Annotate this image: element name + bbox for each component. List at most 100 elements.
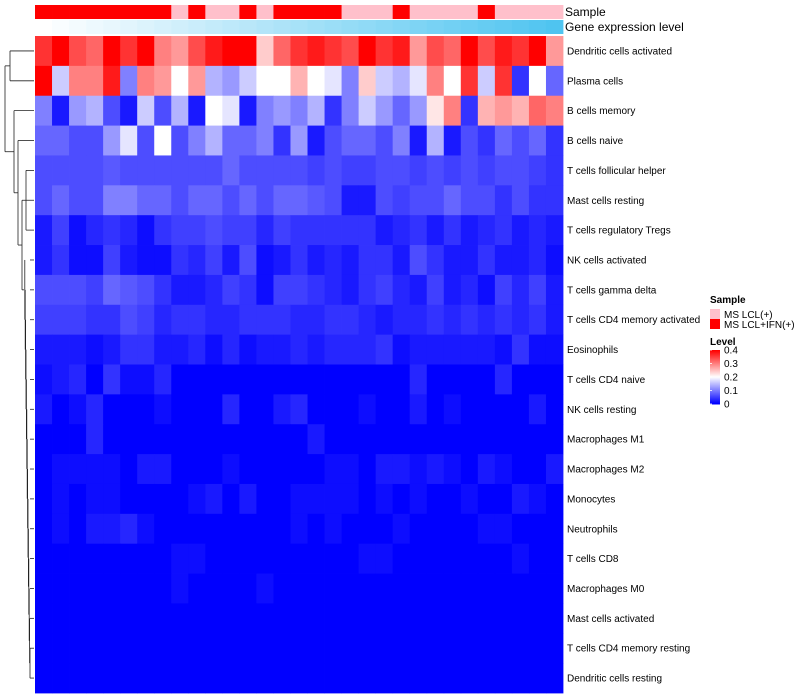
row-label: T cells CD8 bbox=[567, 554, 619, 565]
heatmap-cell bbox=[324, 633, 342, 664]
heatmap-cell bbox=[222, 454, 240, 485]
heatmap-cell bbox=[426, 65, 445, 97]
heatmap-cell bbox=[511, 483, 530, 515]
heatmap-cell bbox=[137, 36, 155, 67]
expression-annotation-cell bbox=[307, 20, 325, 34]
heatmap-cell bbox=[154, 155, 172, 186]
heatmap-cell bbox=[307, 364, 325, 395]
heatmap-cell bbox=[392, 663, 411, 694]
colorbar-segment bbox=[710, 374, 720, 376]
expression-annotation-cell bbox=[392, 20, 411, 34]
heatmap-cell bbox=[222, 215, 240, 246]
heatmap-cell bbox=[443, 663, 462, 694]
legend-sample-title: Sample bbox=[710, 295, 746, 306]
colorbar-segment bbox=[710, 365, 720, 367]
heatmap-cell bbox=[307, 65, 325, 97]
sample-annotation-cell bbox=[392, 5, 411, 19]
heatmap-cell bbox=[443, 513, 462, 545]
heatmap-cell bbox=[171, 663, 189, 694]
heatmap-cell bbox=[341, 215, 360, 246]
heatmap-cell bbox=[52, 454, 70, 485]
heatmap-cell bbox=[409, 454, 428, 485]
heatmap-cell bbox=[222, 483, 240, 515]
heatmap-cell bbox=[188, 304, 206, 336]
heatmap-cell bbox=[341, 603, 360, 634]
heatmap-cell bbox=[171, 36, 189, 67]
heatmap-cell bbox=[443, 36, 462, 67]
colorbar-segment bbox=[710, 360, 720, 362]
heatmap-cell bbox=[511, 274, 530, 306]
heatmap-cell bbox=[86, 364, 104, 395]
heatmap-cell bbox=[154, 633, 172, 664]
heatmap-cell bbox=[103, 573, 121, 604]
heatmap-cell bbox=[324, 454, 342, 485]
heatmap-cell bbox=[392, 185, 411, 216]
heatmap-cell bbox=[375, 304, 394, 336]
row-labels: Dendritic cells activated Plasma cells B c… bbox=[567, 46, 700, 684]
heatmap-cell bbox=[222, 513, 240, 545]
heatmap-cell bbox=[358, 95, 377, 126]
heatmap-cell bbox=[137, 185, 155, 216]
heatmap-cell bbox=[120, 215, 138, 246]
heatmap-cell bbox=[239, 155, 257, 186]
colorbar-segment bbox=[710, 373, 720, 375]
heatmap-cell bbox=[171, 274, 189, 306]
heatmap-cell bbox=[69, 215, 87, 246]
heatmap-cell bbox=[443, 155, 462, 186]
expression-annotation-cell bbox=[256, 20, 274, 34]
heatmap-cell bbox=[426, 573, 445, 604]
heatmap-cell bbox=[137, 513, 155, 545]
heatmap-cell bbox=[290, 65, 308, 97]
expression-annotation-cell bbox=[528, 20, 547, 34]
heatmap-cell bbox=[545, 36, 564, 67]
heatmap-cell bbox=[324, 125, 342, 156]
heatmap-cell bbox=[154, 663, 172, 694]
heatmap-cell bbox=[477, 215, 496, 246]
heatmap-cell bbox=[426, 394, 445, 425]
heatmap-cell bbox=[103, 334, 121, 365]
heatmap-cell bbox=[256, 424, 274, 455]
heatmap-cell bbox=[120, 543, 138, 574]
heatmap-cell bbox=[528, 334, 547, 365]
heatmap-cell bbox=[188, 274, 206, 306]
heatmap-cell bbox=[426, 155, 445, 186]
heatmap-cell bbox=[239, 65, 257, 97]
row-label: B cells memory bbox=[567, 106, 635, 117]
heatmap-cell bbox=[392, 364, 411, 395]
colorbar-segment bbox=[710, 396, 720, 398]
heatmap-cell bbox=[307, 36, 325, 67]
heatmap-cell bbox=[188, 424, 206, 455]
heatmap-cell bbox=[239, 454, 257, 485]
heatmap-cell bbox=[273, 36, 291, 67]
heatmap-cell bbox=[341, 185, 360, 216]
heatmap-cell bbox=[290, 513, 308, 545]
heatmap-cell bbox=[256, 394, 274, 425]
heatmap-cell bbox=[52, 663, 70, 694]
heatmap-cell bbox=[35, 454, 53, 485]
heatmap-cell bbox=[171, 334, 189, 365]
heatmap-cell bbox=[222, 245, 240, 276]
heatmap-cell bbox=[477, 65, 496, 97]
heatmap-cell bbox=[477, 513, 496, 545]
heatmap-cell bbox=[256, 364, 274, 395]
heatmap-cell bbox=[222, 95, 240, 126]
heatmap-cell bbox=[103, 543, 121, 574]
heatmap-cell bbox=[171, 304, 189, 336]
colorbar-segment bbox=[710, 380, 720, 382]
heatmap-cell bbox=[528, 633, 547, 664]
heatmap-cell bbox=[426, 334, 445, 365]
heatmap-cell bbox=[273, 543, 291, 574]
heatmap-cell bbox=[375, 65, 394, 97]
heatmap-cell bbox=[426, 633, 445, 664]
heatmap-cell bbox=[239, 125, 257, 156]
heatmap-cell bbox=[35, 65, 53, 97]
heatmap-cell bbox=[290, 274, 308, 306]
sample-annotation-cell bbox=[120, 5, 138, 19]
heatmap-cell bbox=[324, 364, 342, 395]
legend-colorbar-ticks: 0.4 0.3 0.2 0.1 0 bbox=[710, 346, 738, 411]
heatmap-cell bbox=[494, 364, 513, 395]
heatmap-cell bbox=[375, 573, 394, 604]
heatmap-cell bbox=[545, 663, 564, 694]
heatmap-cell bbox=[205, 603, 223, 634]
heatmap-cell bbox=[477, 245, 496, 276]
